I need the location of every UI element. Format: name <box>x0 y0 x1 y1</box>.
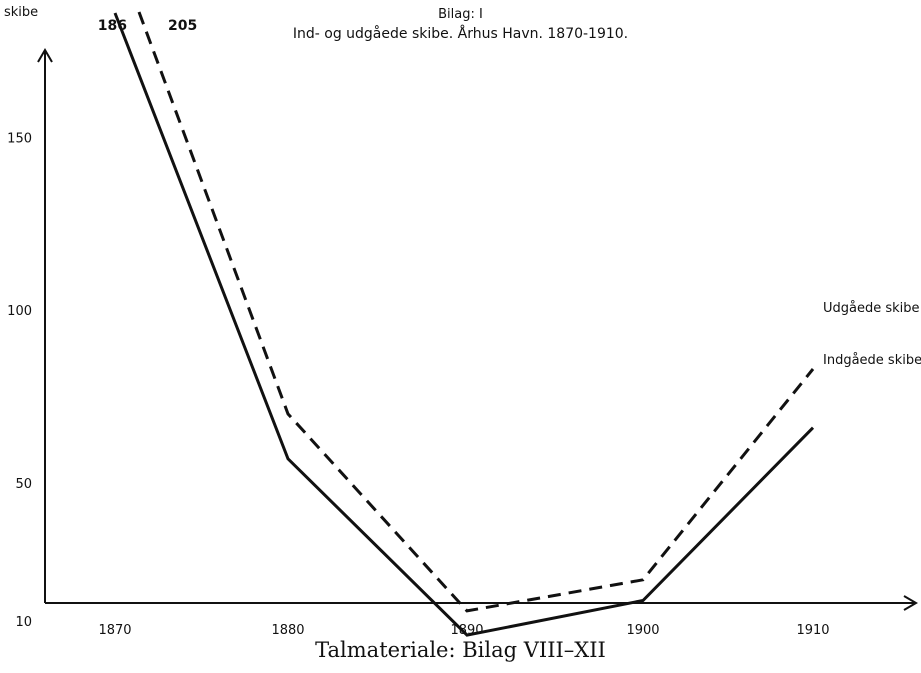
series-name-label: Udgåede skibe <box>823 301 920 316</box>
series-line-1 <box>113 12 815 637</box>
y-tick-label: 100 <box>7 304 32 319</box>
x-tick-label: 1880 <box>271 623 304 638</box>
x-tick-label: 1900 <box>626 623 659 638</box>
series-start-label: 186 <box>98 18 127 34</box>
y-axis-label: skibe <box>4 5 38 20</box>
y-axis-arrow-icon <box>37 48 53 63</box>
series-start-label: 205 <box>168 18 197 34</box>
x-tick-label: 1890 <box>450 623 483 638</box>
source-note: Talmateriale: Bilag VIII–XII <box>315 638 606 662</box>
y-tick-label: 10 <box>15 615 32 630</box>
label-layer: skibe 10 50 100 150 1870 1880 1890 1900 1910 186 In… <box>4 5 921 638</box>
axes <box>37 48 918 611</box>
y-tick-label: 150 <box>7 131 32 146</box>
chart-subtitle: Ind- og udgåede skibe. Århus Havn. 1870-… <box>292 26 629 42</box>
x-tick-label: 1870 <box>98 623 131 638</box>
chart-title: Bilag: I <box>438 7 483 22</box>
series-line-2 <box>137 11 815 613</box>
x-axis-arrow-icon <box>903 595 918 611</box>
series-name-label: Indgåede skibe <box>823 353 921 368</box>
series-layer <box>113 11 815 637</box>
y-tick-label: 50 <box>15 477 32 492</box>
x-tick-label: 1910 <box>796 623 829 638</box>
